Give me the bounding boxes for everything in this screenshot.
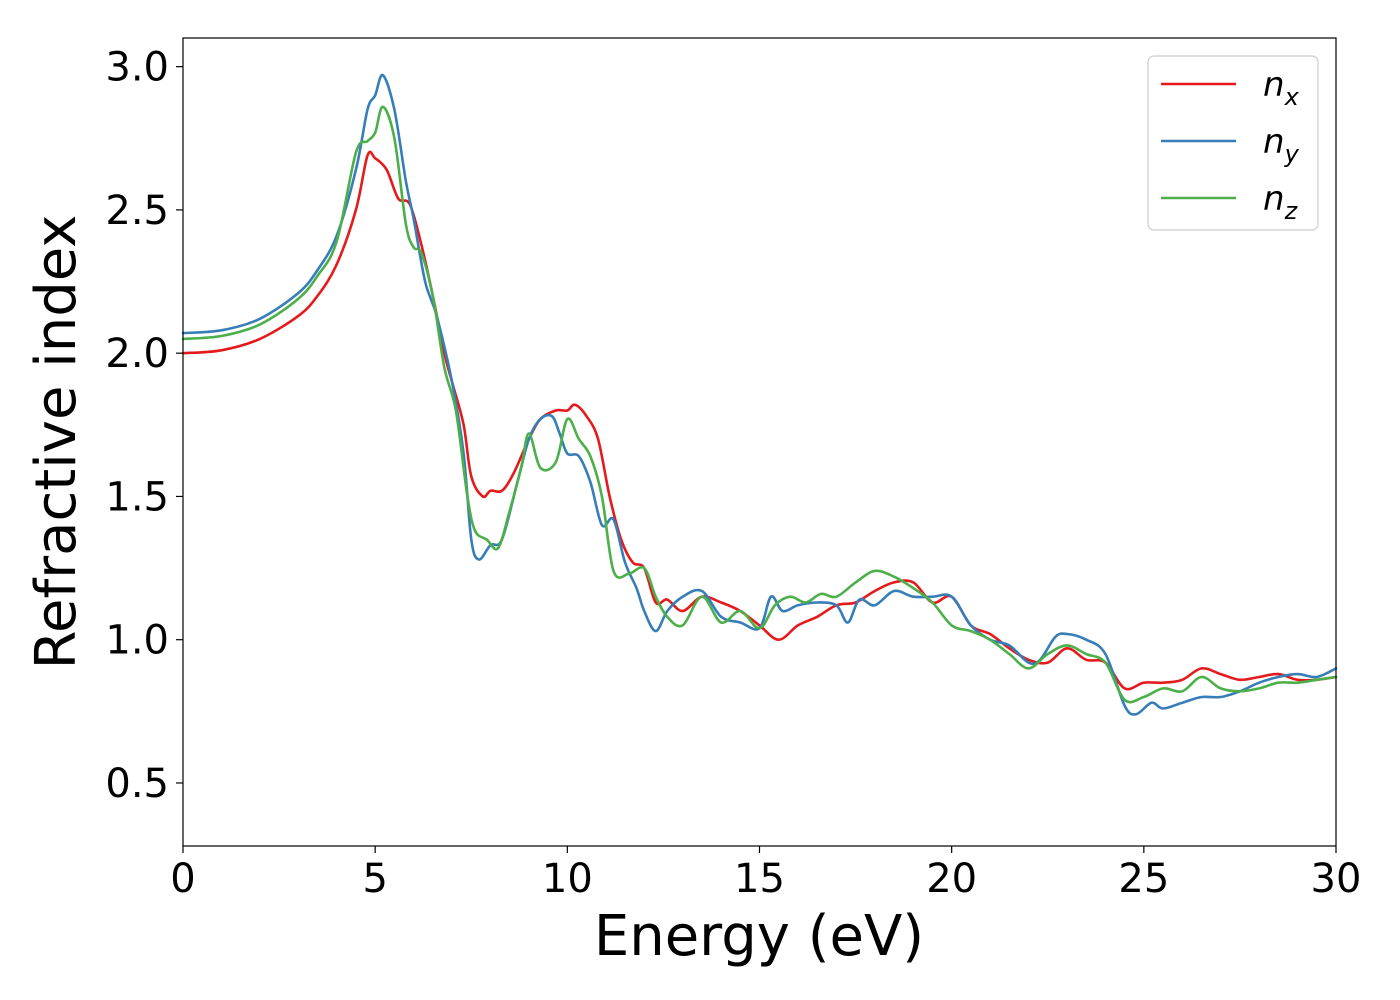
x-axis-ticks: 0 5 10 15 20 25 30 [170,846,1361,902]
y-tick-label: 0.5 [105,761,169,807]
legend-box [1147,55,1319,231]
x-axis-label: Energy (eV) [594,904,924,969]
y-tick-label: 2.0 [105,331,169,377]
x-tick-label: 0 [170,856,195,902]
y-tick-label: 1.0 [105,618,169,664]
legend-label-nz: nz [1263,179,1299,225]
y-axis-ticks: 0.5 1.0 1.5 2.0 2.5 3.0 [105,45,183,807]
x-tick-label: 30 [1311,856,1362,902]
x-tick-label: 5 [362,856,387,902]
x-tick-label: 25 [1118,856,1169,902]
x-tick-label: 20 [926,856,977,902]
series-layer [181,73,1338,716]
y-tick-label: 3.0 [105,45,169,91]
legend-label-nx: nx [1263,65,1300,111]
legend: nx ny nz [1147,55,1319,231]
legend-label-ny: ny [1263,122,1300,168]
y-axis-label: Refractive index [24,215,89,670]
x-tick-label: 15 [734,856,785,902]
series-line-nz [181,105,1338,704]
y-tick-label: 1.5 [105,474,169,520]
y-tick-label: 2.5 [105,188,169,234]
x-tick-label: 10 [542,856,593,902]
